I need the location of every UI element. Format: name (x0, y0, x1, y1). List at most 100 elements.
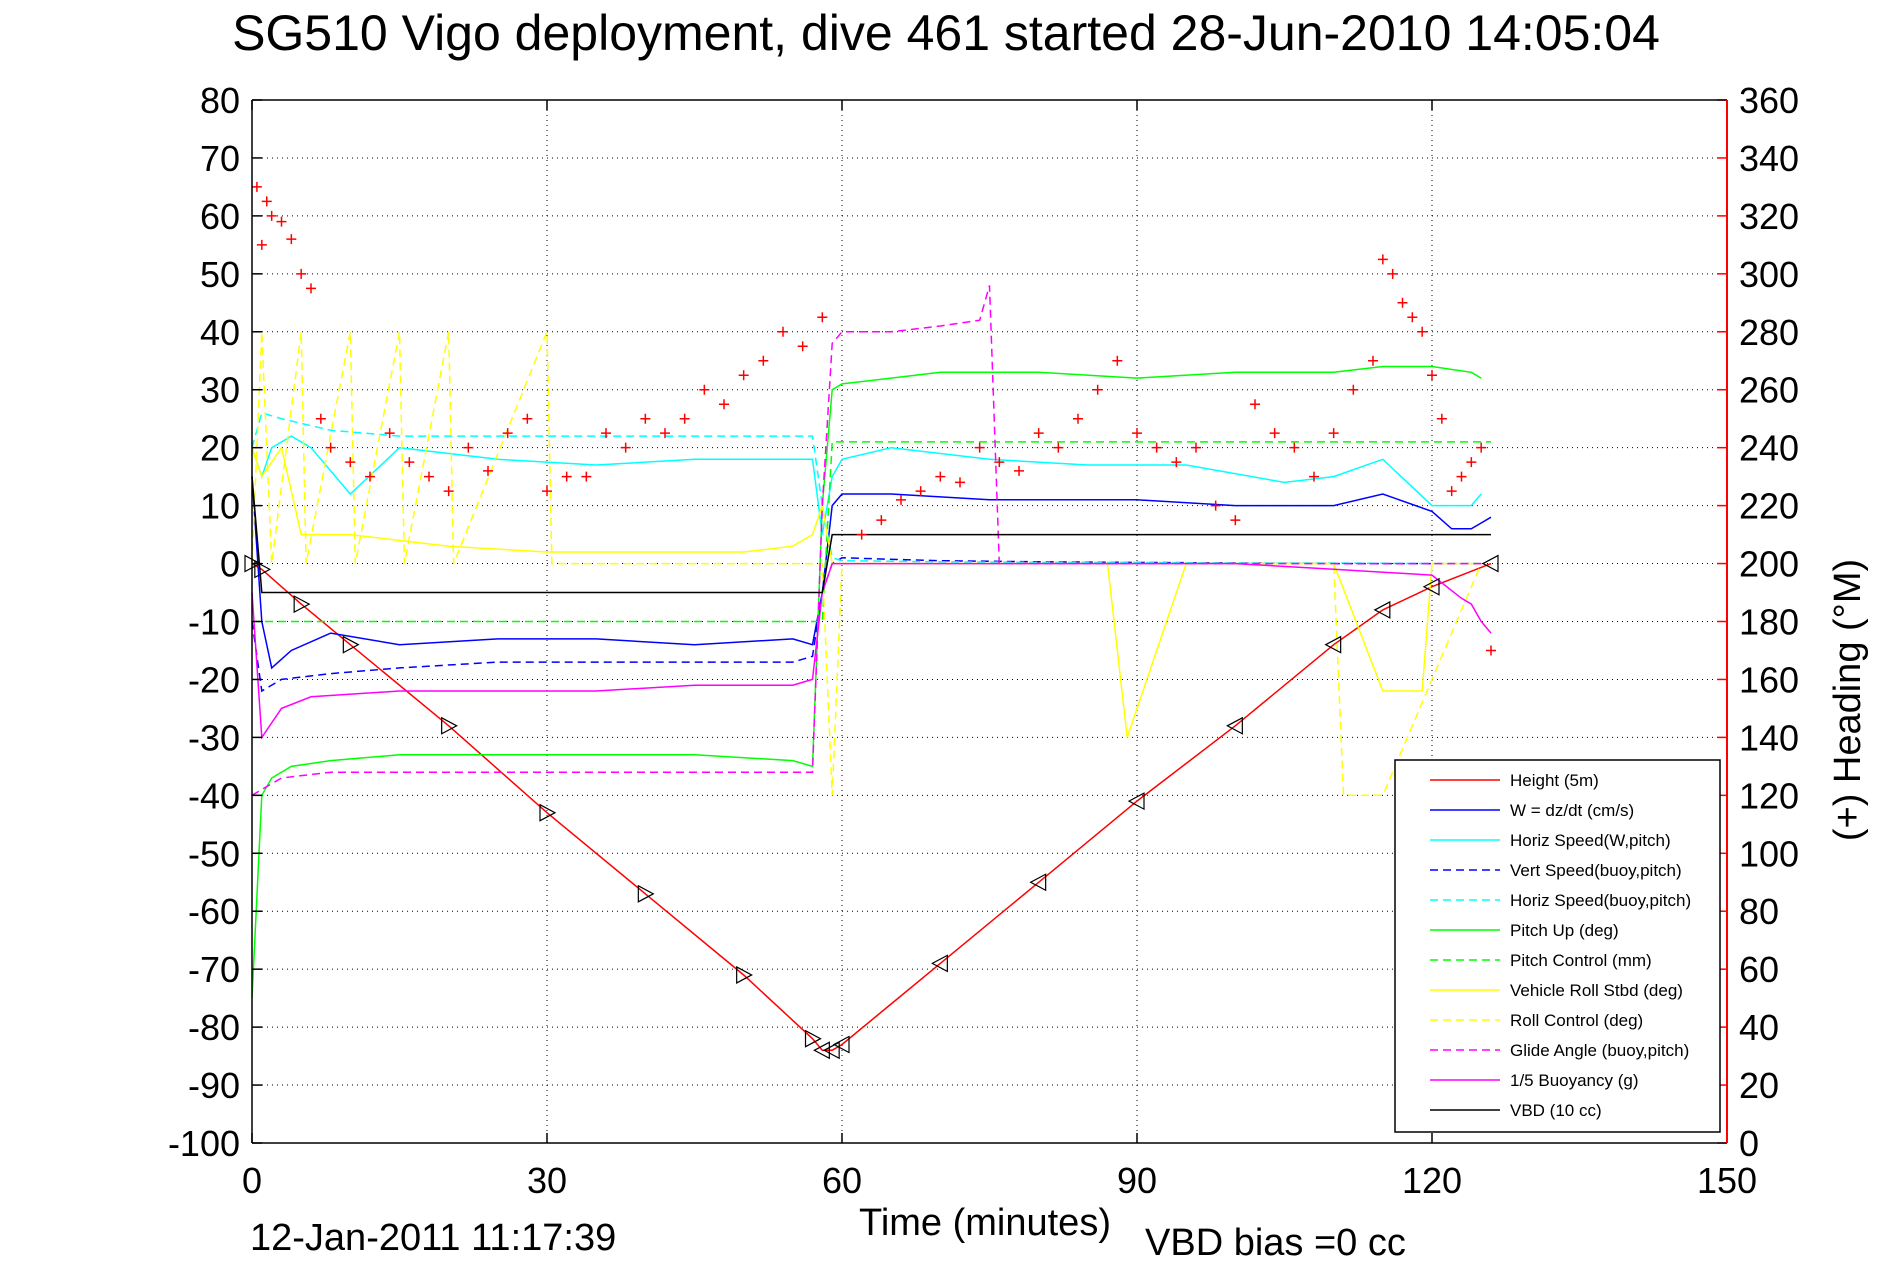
height-marker (822, 1041, 840, 1060)
heading-marker (483, 465, 493, 476)
y-tick-label: 60 (200, 196, 240, 237)
y2-tick-label: 220 (1739, 486, 1799, 527)
y2-tick-label: 300 (1739, 254, 1799, 295)
y2-tick-label: 340 (1739, 138, 1799, 179)
y-tick-label: -100 (168, 1123, 240, 1164)
series-line (251, 435, 1482, 535)
height-marker (1481, 554, 1499, 573)
heading-marker (384, 428, 395, 439)
heading-marker (1476, 442, 1487, 453)
heading-marker (1456, 471, 1467, 482)
heading-marker (1151, 442, 1162, 453)
y-tick-label: -90 (188, 1065, 240, 1106)
heading-marker (306, 283, 316, 294)
heading-marker (719, 399, 729, 410)
x-tick-labels: 0 30 60 90 120 150 (242, 1160, 1757, 1201)
y-tick-label: -60 (188, 891, 240, 932)
legend-label: W = dz/dt (cm/s) (1510, 801, 1634, 820)
heading-marker (856, 529, 867, 540)
heading-marker (1348, 384, 1359, 395)
heading-marker (522, 413, 533, 424)
y2-tick-label: 200 (1739, 544, 1799, 585)
series-line (251, 331, 1482, 797)
heading-marker (365, 471, 375, 482)
heading-marker (266, 210, 277, 221)
y2-tick-label: 40 (1739, 1007, 1779, 1048)
series-line (251, 285, 1482, 796)
series-line (251, 562, 1492, 1052)
heading-marker (1309, 471, 1319, 482)
heading-marker (1073, 413, 1083, 424)
x-tick-label: 30 (527, 1160, 567, 1201)
legend-label: Roll Control (deg) (1510, 1011, 1643, 1030)
height-marker (1373, 600, 1391, 619)
height-marker (637, 884, 655, 903)
legend-label: VBD (10 cc) (1510, 1101, 1602, 1120)
y2-tick-label: 260 (1739, 370, 1799, 411)
legend-label: Horiz Speed(W,pitch) (1510, 831, 1671, 850)
y-tick-label: 40 (200, 312, 240, 353)
axes (251, 99, 1728, 1144)
y2-tick-label: 100 (1739, 833, 1799, 874)
heading-marker (1230, 515, 1241, 526)
y2-tick-label: 160 (1739, 659, 1799, 700)
heading-marker (1427, 370, 1437, 381)
heading-marker (1132, 428, 1142, 439)
legend-label: Vehicle Roll Stbd (deg) (1510, 981, 1683, 1000)
y-tick-label: 30 (200, 370, 240, 411)
heading-marker (1092, 384, 1103, 395)
series-line (252, 441, 1491, 623)
heading-marker (1014, 465, 1024, 476)
height-marker (1029, 873, 1047, 892)
heading-marker-layer (251, 181, 1496, 656)
heading-marker (1171, 457, 1182, 468)
height-marker (813, 1041, 830, 1060)
y2-tick-label: 20 (1739, 1065, 1779, 1106)
x-tick-label: 150 (1697, 1160, 1757, 1201)
y2-tick-label: 80 (1739, 891, 1779, 932)
heading-marker (876, 515, 887, 526)
height-marker (736, 965, 753, 984)
heading-marker (542, 486, 552, 497)
heading-marker (915, 486, 926, 497)
heading-marker (699, 384, 710, 395)
height-marker (804, 1029, 822, 1048)
heading-marker (286, 234, 297, 245)
heading-marker (896, 494, 906, 505)
legend-label: 1/5 Buoyancy (g) (1510, 1071, 1639, 1090)
y-tick-label: 20 (200, 428, 240, 469)
footer-vbd-bias: VBD bias =0 cc (1145, 1222, 1406, 1262)
heading-marker (797, 341, 808, 352)
heading-marker (974, 442, 985, 453)
series-line (251, 365, 1482, 999)
heading-marker (1269, 428, 1280, 439)
y2-tick-label: 0 (1739, 1123, 1759, 1164)
heading-marker (778, 326, 788, 337)
y-tick-label: -70 (188, 949, 240, 990)
heading-marker (1112, 355, 1123, 366)
heading-marker (758, 355, 769, 366)
x-tick-label: 60 (822, 1160, 862, 1201)
heading-marker (502, 428, 513, 439)
y-tick-label: 0 (220, 544, 240, 585)
y-tick-label: 80 (200, 80, 240, 121)
heading-marker (1377, 254, 1388, 265)
y-tick-label: -40 (188, 775, 240, 816)
heading-marker (1033, 428, 1044, 439)
heading-marker (1486, 645, 1496, 656)
legend-label: Glide Angle (buoy,pitch) (1510, 1041, 1689, 1060)
heading-marker (251, 181, 262, 192)
heading-marker (660, 428, 670, 439)
heading-marker (296, 268, 307, 279)
y-tick-label: -10 (188, 602, 240, 643)
chart-title-group: SG510 Vigo deployment, dive 461 started … (232, 5, 1660, 61)
heading-marker (1466, 457, 1477, 468)
x-tick-label: 0 (242, 1160, 262, 1201)
heading-marker (325, 442, 336, 453)
heading-marker (1210, 500, 1221, 511)
y-tick-label: 10 (200, 486, 240, 527)
y2-tick-label: 120 (1739, 775, 1799, 816)
legend-label: Pitch Up (deg) (1510, 921, 1619, 940)
heading-marker (994, 457, 1005, 468)
heading-marker (1250, 399, 1260, 410)
